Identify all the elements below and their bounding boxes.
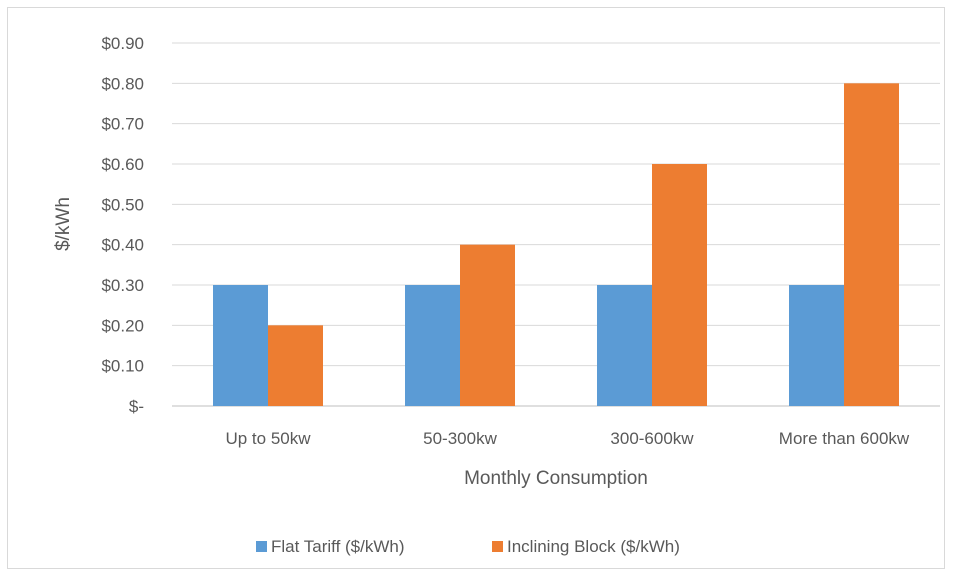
legend: Flat Tariff ($/kWh) Inclining Block ($/kW… bbox=[256, 537, 680, 556]
x-tick-label: More than 600kw bbox=[779, 429, 910, 448]
y-tick-label: $0.40 bbox=[101, 236, 144, 255]
y-tick-label: $0.30 bbox=[101, 276, 144, 295]
bar-inclining-block bbox=[268, 325, 323, 406]
legend-swatch bbox=[492, 541, 503, 552]
y-tick-label: $0.50 bbox=[101, 195, 144, 214]
legend-label: Inclining Block ($/kWh) bbox=[507, 537, 680, 556]
bar-inclining-block bbox=[460, 244, 515, 406]
bar-flat-tariff bbox=[597, 285, 652, 406]
y-tick-label: $- bbox=[129, 397, 144, 416]
bar-flat-tariff bbox=[405, 285, 460, 406]
y-tick-label: $0.70 bbox=[101, 115, 144, 134]
y-tick-label: $0.10 bbox=[101, 357, 144, 376]
bar-flat-tariff bbox=[789, 285, 844, 406]
y-axis-ticks: $- $0.10 $0.20 $0.30 $0.40 $0.50 $0.60 $0.70 $0.… bbox=[101, 34, 144, 416]
x-tick-label: Up to 50kw bbox=[225, 429, 311, 448]
x-axis-title: Monthly Consumption bbox=[464, 468, 648, 489]
y-tick-label: $0.20 bbox=[101, 316, 144, 335]
x-axis-ticks: Up to 50kw 50-300kw 300-600kw More than 600… bbox=[225, 429, 909, 448]
x-tick-label: 300-600kw bbox=[610, 429, 694, 448]
bar-inclining-block bbox=[844, 83, 899, 406]
y-axis-title: $/kWh bbox=[53, 197, 74, 251]
y-tick-label: $0.80 bbox=[101, 74, 144, 93]
bar-inclining-block bbox=[652, 164, 707, 406]
legend-label: Flat Tariff ($/kWh) bbox=[271, 537, 405, 556]
y-tick-label: $0.60 bbox=[101, 155, 144, 174]
y-tick-label: $0.90 bbox=[101, 34, 144, 53]
bar-flat-tariff bbox=[213, 285, 268, 406]
legend-swatch bbox=[256, 541, 267, 552]
bars bbox=[213, 83, 899, 406]
x-tick-label: 50-300kw bbox=[423, 429, 497, 448]
